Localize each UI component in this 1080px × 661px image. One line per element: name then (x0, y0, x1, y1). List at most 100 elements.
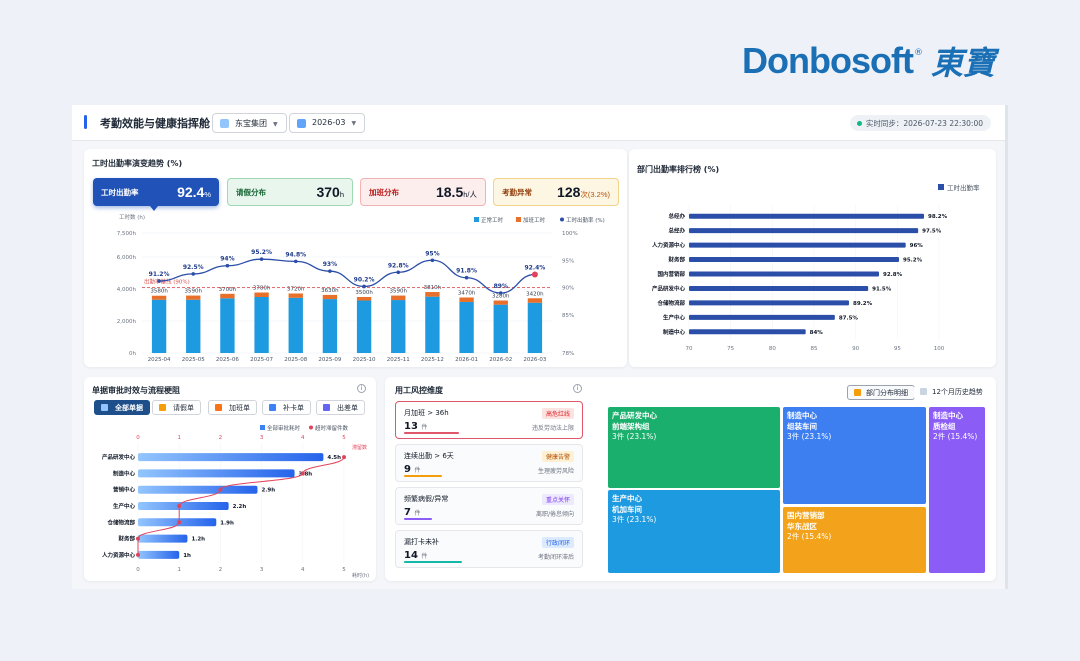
bar-total-label: 3580h (150, 289, 168, 295)
treemap-l1: 生产中心 (612, 494, 642, 503)
kpi-abnormal-label: 考勤异常 (502, 187, 532, 197)
rank-bar (689, 329, 806, 335)
tab-all-forms[interactable]: 全部单据 (94, 400, 150, 415)
month-select[interactable]: 2026-03 ▼ (289, 113, 366, 133)
risk-item-overtime[interactable]: 月加班 > 36h 13 件 高危红线 违反劳动法上限 (395, 401, 583, 439)
risk-tag: 重点关怀 (541, 494, 574, 505)
treemap-cell[interactable]: 制造中心 组装车间 3件 (23.1%) (783, 407, 926, 504)
kpi-overtime-unit: h/人 (463, 190, 477, 199)
bar-total-label: 3470h (458, 290, 476, 296)
legend-swatch (260, 425, 265, 430)
calendar-icon (297, 119, 306, 128)
x-tick: 0 (136, 567, 140, 573)
risk-progress-bar (404, 561, 462, 563)
risk-item-count-wrap: 7 件 (404, 507, 420, 518)
rate-point (362, 284, 366, 289)
bottom-axis-label: 耗时(h) (352, 572, 369, 579)
y-tick-right: 90% (562, 286, 574, 292)
tab-trip[interactable]: 出差单 (316, 400, 365, 415)
x-tick: 90 (852, 346, 859, 352)
rate-label: 90.2% (354, 276, 375, 283)
tab-punch[interactable]: 补卡单 (262, 400, 311, 415)
y-category-label: 产品研发中心 (652, 284, 686, 292)
dept-detail-button[interactable]: 部门分布明细 (847, 385, 915, 400)
risk-item-sick[interactable]: 频繁病假/异常 7 件 重点关怀 离职/倦怠倾向 (395, 487, 583, 525)
rate-label: 95% (425, 250, 439, 257)
overdue-point (136, 552, 140, 557)
kpi-attendance-value: 92.4 (177, 184, 205, 200)
rate-point (191, 272, 196, 276)
trend-title: 工时出勤率演变趋势 (%) (92, 159, 183, 168)
rate-label: 91.2% (149, 271, 170, 278)
y-category-label: 营销中心 (113, 486, 136, 494)
risk-item-missing-punch[interactable]: 漏打卡未补 14 件 行政闭环 考勤闭环滞后 (395, 530, 583, 568)
legend-swatch (309, 425, 313, 430)
dashboard-window: 考勤效能与健康指挥舱 东宝集团 ▼ 2026-03 ▼ 实时同步：2026-07-2… (72, 105, 1008, 589)
y-category-label: 仓储物流部 (656, 299, 685, 307)
treemap-l2: 组装车间 (787, 421, 817, 431)
overdue-point (300, 471, 305, 476)
rank-value-label: 87.5% (839, 315, 859, 321)
month-select-value: 2026-03 (312, 118, 346, 127)
treemap-cell[interactable]: 国内营销部 华东战区 2件 (15.4%) (783, 507, 926, 573)
tab-leave[interactable]: 请假单 (152, 400, 201, 415)
risk-item-name: 频繁病假/异常 (404, 495, 449, 503)
kpi-abnormal[interactable]: 考勤异常 128次(3.2%) (493, 178, 619, 206)
rank-bar (689, 300, 849, 306)
kpi-leave[interactable]: 请假分布 370h (227, 178, 353, 206)
treemap-cell[interactable]: 制造中心 质检组 2件 (15.4%) (929, 407, 985, 573)
y-tick-left: 2,000h (117, 319, 137, 325)
legend-swatch (474, 217, 479, 222)
x-tick: 2026-01 (455, 357, 478, 363)
bar-normal-hours (220, 298, 235, 353)
risk-progress-bar (404, 518, 432, 520)
rate-point (225, 263, 230, 268)
treemap-l2: 前端架构组 (612, 421, 650, 431)
info-icon[interactable]: i (357, 384, 366, 393)
group-select[interactable]: 东宝集团 ▼ (212, 113, 287, 133)
rate-label: 89% (494, 283, 508, 290)
legend-label: 工时出勤率 (%) (566, 216, 605, 224)
card-icon (269, 404, 276, 411)
y-tick-left: 6,000h (117, 255, 137, 261)
risk-item-continuous[interactable]: 连续出勤 > 6天 9 件 健康告警 生理疲劳风险 (395, 444, 583, 482)
kpi-attendance-unit: % (204, 190, 211, 199)
bar-total-label: 3420h (526, 291, 544, 297)
info-icon[interactable]: i (573, 384, 582, 393)
top-x-tick: 4 (301, 435, 305, 441)
document-icon (101, 404, 108, 411)
risk-item-unit: 件 (421, 424, 428, 431)
leave-icon (159, 404, 166, 411)
top-bar: 考勤效能与健康指挥舱 东宝集团 ▼ 2026-03 ▼ 实时同步：2026-07-2… (72, 105, 1005, 141)
treemap-l2: 质检组 (933, 421, 956, 431)
kpi-pointer (150, 206, 158, 211)
y-tick-left: 4,000h (117, 287, 137, 293)
dept-rank-chart: 70 75 80 85 90 95 100 总经办 98.2% 总经办 97.5% 人力资源中心 96%… (652, 205, 948, 352)
bar-total-label: 3280h (492, 294, 510, 300)
treemap-value: 3件 (23.1%) (787, 432, 832, 441)
bar-normal-hours (254, 297, 269, 353)
history-trend-button[interactable]: 12个月历史趋势 (914, 385, 989, 400)
rate-label: 92.8% (388, 262, 409, 269)
bar-total-label: 3780h (253, 286, 271, 292)
y-category-label: 国内营销部 (657, 270, 685, 278)
tab-punch-label: 补卡单 (283, 404, 304, 412)
kpi-attendance[interactable]: 工时出勤率 92.4% (93, 178, 219, 206)
x-tick: 2025-05 (182, 357, 205, 363)
y-category-label: 财务部 (667, 256, 685, 264)
x-tick: 2025-12 (421, 357, 444, 363)
treemap-cell[interactable]: 生产中心 机加车间 3件 (23.1%) (608, 490, 780, 573)
top-x-tick: 3 (260, 435, 264, 441)
approval-bar (138, 518, 217, 527)
risk-item-name: 漏打卡未补 (404, 538, 439, 546)
bar-overtime-hours (459, 297, 474, 302)
overtime-icon (215, 404, 222, 411)
y-category-label: 总经办 (668, 212, 685, 220)
rank-value-label: 84% (810, 330, 824, 336)
status-dot-icon (856, 121, 862, 126)
kpi-overtime[interactable]: 加班分布 18.5h/人 (360, 178, 486, 206)
treemap-cell[interactable]: 产品研发中心 前端架构组 3件 (23.1%) (608, 407, 780, 488)
bar-overtime-hours (425, 292, 440, 297)
tab-overtime[interactable]: 加班单 (208, 400, 257, 415)
x-tick: 2025-09 (318, 357, 341, 363)
